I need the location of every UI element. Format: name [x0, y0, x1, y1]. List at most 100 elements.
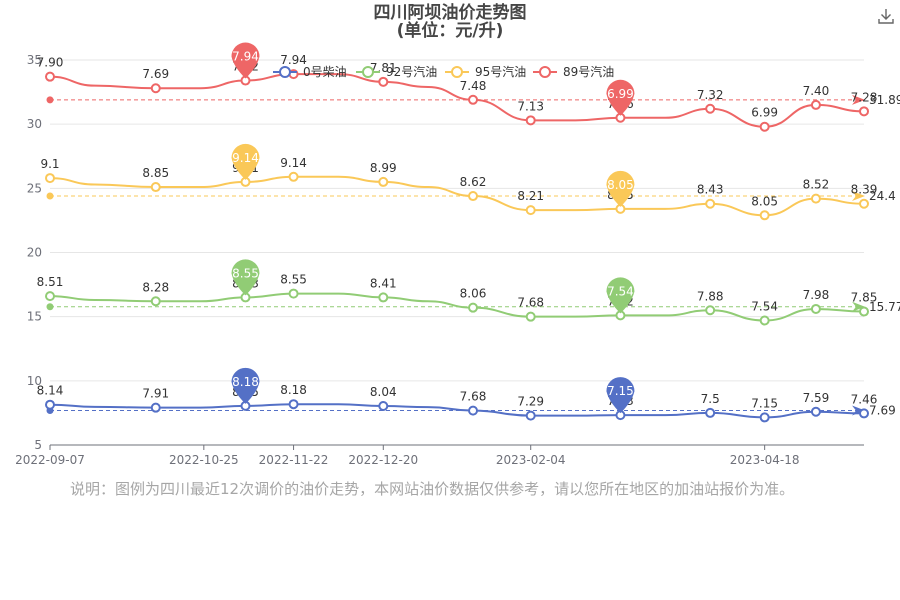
average-label: 31.89 [869, 93, 900, 107]
data-point [810, 99, 821, 110]
price-label: 7.28 [851, 90, 878, 104]
chart-subtitle: (单位：元/升) [396, 21, 504, 41]
price-label: 9.1 [40, 157, 59, 171]
data-point [378, 400, 389, 411]
data-point [810, 303, 821, 314]
x-tick-label: 2023-04-18 [730, 453, 800, 467]
series-line [49, 73, 865, 128]
price-label: 7.32 [697, 88, 724, 102]
min-pin-label: 7.54 [607, 284, 634, 298]
legend-label: 89号汽油 [563, 64, 614, 79]
y-tick-label: 10 [27, 374, 42, 388]
data-point [859, 306, 869, 317]
data-point [378, 292, 389, 303]
data-point [759, 121, 770, 132]
axes: 5 10 15 20 25 30 35 2022-09-07 2022-10-25 2022-11… [15, 53, 864, 467]
y-tick-label: 15 [27, 310, 42, 324]
price-label: 7.98 [803, 288, 830, 302]
max-pin [231, 143, 260, 180]
price-label: 8.04 [370, 385, 397, 399]
price-label: 7.85 [851, 291, 878, 305]
price-label: 8.21 [517, 189, 544, 203]
x-tick-label: 2022-12-20 [348, 453, 418, 467]
legend-label: 92号汽油 [386, 64, 437, 79]
price-label: 7.29 [517, 395, 544, 409]
legend-item[interactable]: 92号汽油 [356, 64, 437, 79]
data-point [45, 291, 55, 302]
data-point [288, 171, 299, 182]
price-label: 7.88 [697, 289, 724, 303]
price-label: 7.68 [517, 296, 544, 310]
data-point [150, 83, 161, 94]
price-label: 7.59 [803, 391, 830, 405]
data-point [525, 205, 536, 216]
data-point [810, 193, 821, 204]
legend[interactable]: 0号柴油 92号汽油 95号汽油 89号汽油 [273, 64, 614, 79]
data-point [759, 412, 770, 423]
price-label: 8.14 [37, 384, 64, 398]
max-min-markers: 8.18 7.15 8.55 7.54 9.14 8.05 7.94 6.99 [231, 42, 635, 414]
data-point [378, 176, 389, 187]
data-point [525, 410, 536, 421]
y-tick-label: 25 [27, 181, 42, 195]
price-label: 8.55 [280, 273, 307, 287]
data-point [759, 315, 770, 326]
price-label: 8.05 [751, 194, 778, 208]
chart-title: 四川阿坝油价走势图 [373, 3, 527, 23]
max-pin [231, 367, 260, 404]
series-line [49, 292, 865, 322]
price-label: 7.91 [142, 387, 169, 401]
price-label: 7.48 [460, 79, 487, 93]
max-pin-label: 8.18 [232, 375, 259, 389]
y-tick-label: 35 [27, 53, 42, 67]
data-point [150, 402, 161, 413]
min-pin-label: 7.15 [607, 384, 634, 398]
data-point [705, 407, 716, 418]
price-label: 7.46 [851, 392, 878, 406]
max-pin-label: 7.94 [232, 50, 259, 64]
legend-label: 0号柴油 [303, 65, 347, 79]
price-label: 7.40 [803, 84, 830, 98]
average-arrow [852, 301, 865, 312]
series-line [49, 175, 865, 217]
min-pin-label: 8.05 [607, 178, 634, 192]
average-label: 7.69 [869, 403, 896, 417]
price-label: 8.62 [460, 175, 487, 189]
price-label: 7.54 [751, 300, 778, 314]
data-point [288, 288, 299, 299]
x-tick-label: 2023-02-04 [496, 453, 566, 467]
data-point [45, 399, 55, 410]
average-arrow [852, 94, 865, 105]
data-point [859, 198, 869, 209]
series-line [49, 403, 865, 419]
price-label: 7.15 [751, 396, 778, 410]
price-label: 8.51 [37, 275, 64, 289]
price-label: 8.06 [460, 287, 487, 301]
data-point [150, 182, 161, 193]
legend-label: 95号汽油 [475, 64, 526, 79]
data-point [468, 191, 479, 202]
price-label: 8.18 [280, 383, 307, 397]
price-label: 8.99 [370, 161, 397, 175]
legend-item[interactable]: 95号汽油 [445, 64, 526, 79]
data-point [288, 399, 299, 410]
data-point [859, 408, 869, 419]
data-point [759, 210, 770, 221]
price-label: 8.39 [851, 183, 878, 197]
max-pin-label: 9.14 [232, 151, 259, 165]
download-icon[interactable] [877, 7, 895, 25]
price-label: 7.68 [460, 390, 487, 404]
price-label: 7.90 [37, 56, 64, 70]
x-tick-label: 2022-09-07 [15, 453, 85, 467]
legend-item[interactable]: 0号柴油 [273, 65, 347, 79]
average-label: 24.4 [869, 189, 896, 203]
max-pin-label: 8.55 [232, 266, 259, 280]
min-pin [606, 79, 635, 116]
price-label: 8.52 [803, 178, 830, 192]
legend-item[interactable]: 89号汽油 [533, 64, 614, 79]
data-point [45, 173, 55, 184]
average-arrow [852, 191, 865, 202]
price-label: 7.94 [280, 53, 307, 67]
price-label: 8.43 [697, 183, 724, 197]
